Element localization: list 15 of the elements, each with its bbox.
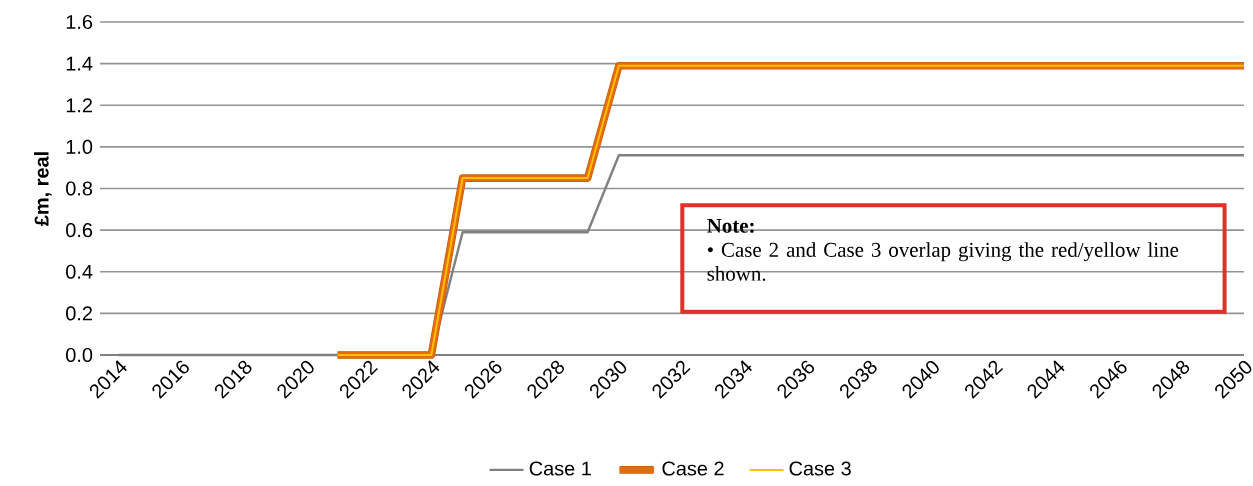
y-tick-label: 1.2: [66, 98, 92, 113]
annotation: • Case 2 and Case 3 overlap giving the red/yellow line shown.: [707, 242, 1179, 281]
legend-label: Case 1: [529, 461, 591, 476]
y-tick-label: 0.4: [66, 264, 93, 279]
legend-label: Case 2: [662, 461, 724, 476]
y-tick-label: 1.6: [66, 14, 93, 30]
legend-label: Case 3: [789, 461, 851, 476]
annotation: Note:: [707, 218, 754, 233]
y-tick-label: 0.0: [66, 347, 93, 363]
y-tick-label: 0.6: [66, 223, 93, 238]
y-axis-title: £m, real: [34, 152, 52, 226]
y-tick-label: 0.8: [66, 181, 93, 196]
y-tick-label: 1.4: [66, 56, 93, 71]
y-tick-label: 0.2: [66, 306, 92, 321]
y-tick-label: 1.0: [66, 139, 93, 154]
